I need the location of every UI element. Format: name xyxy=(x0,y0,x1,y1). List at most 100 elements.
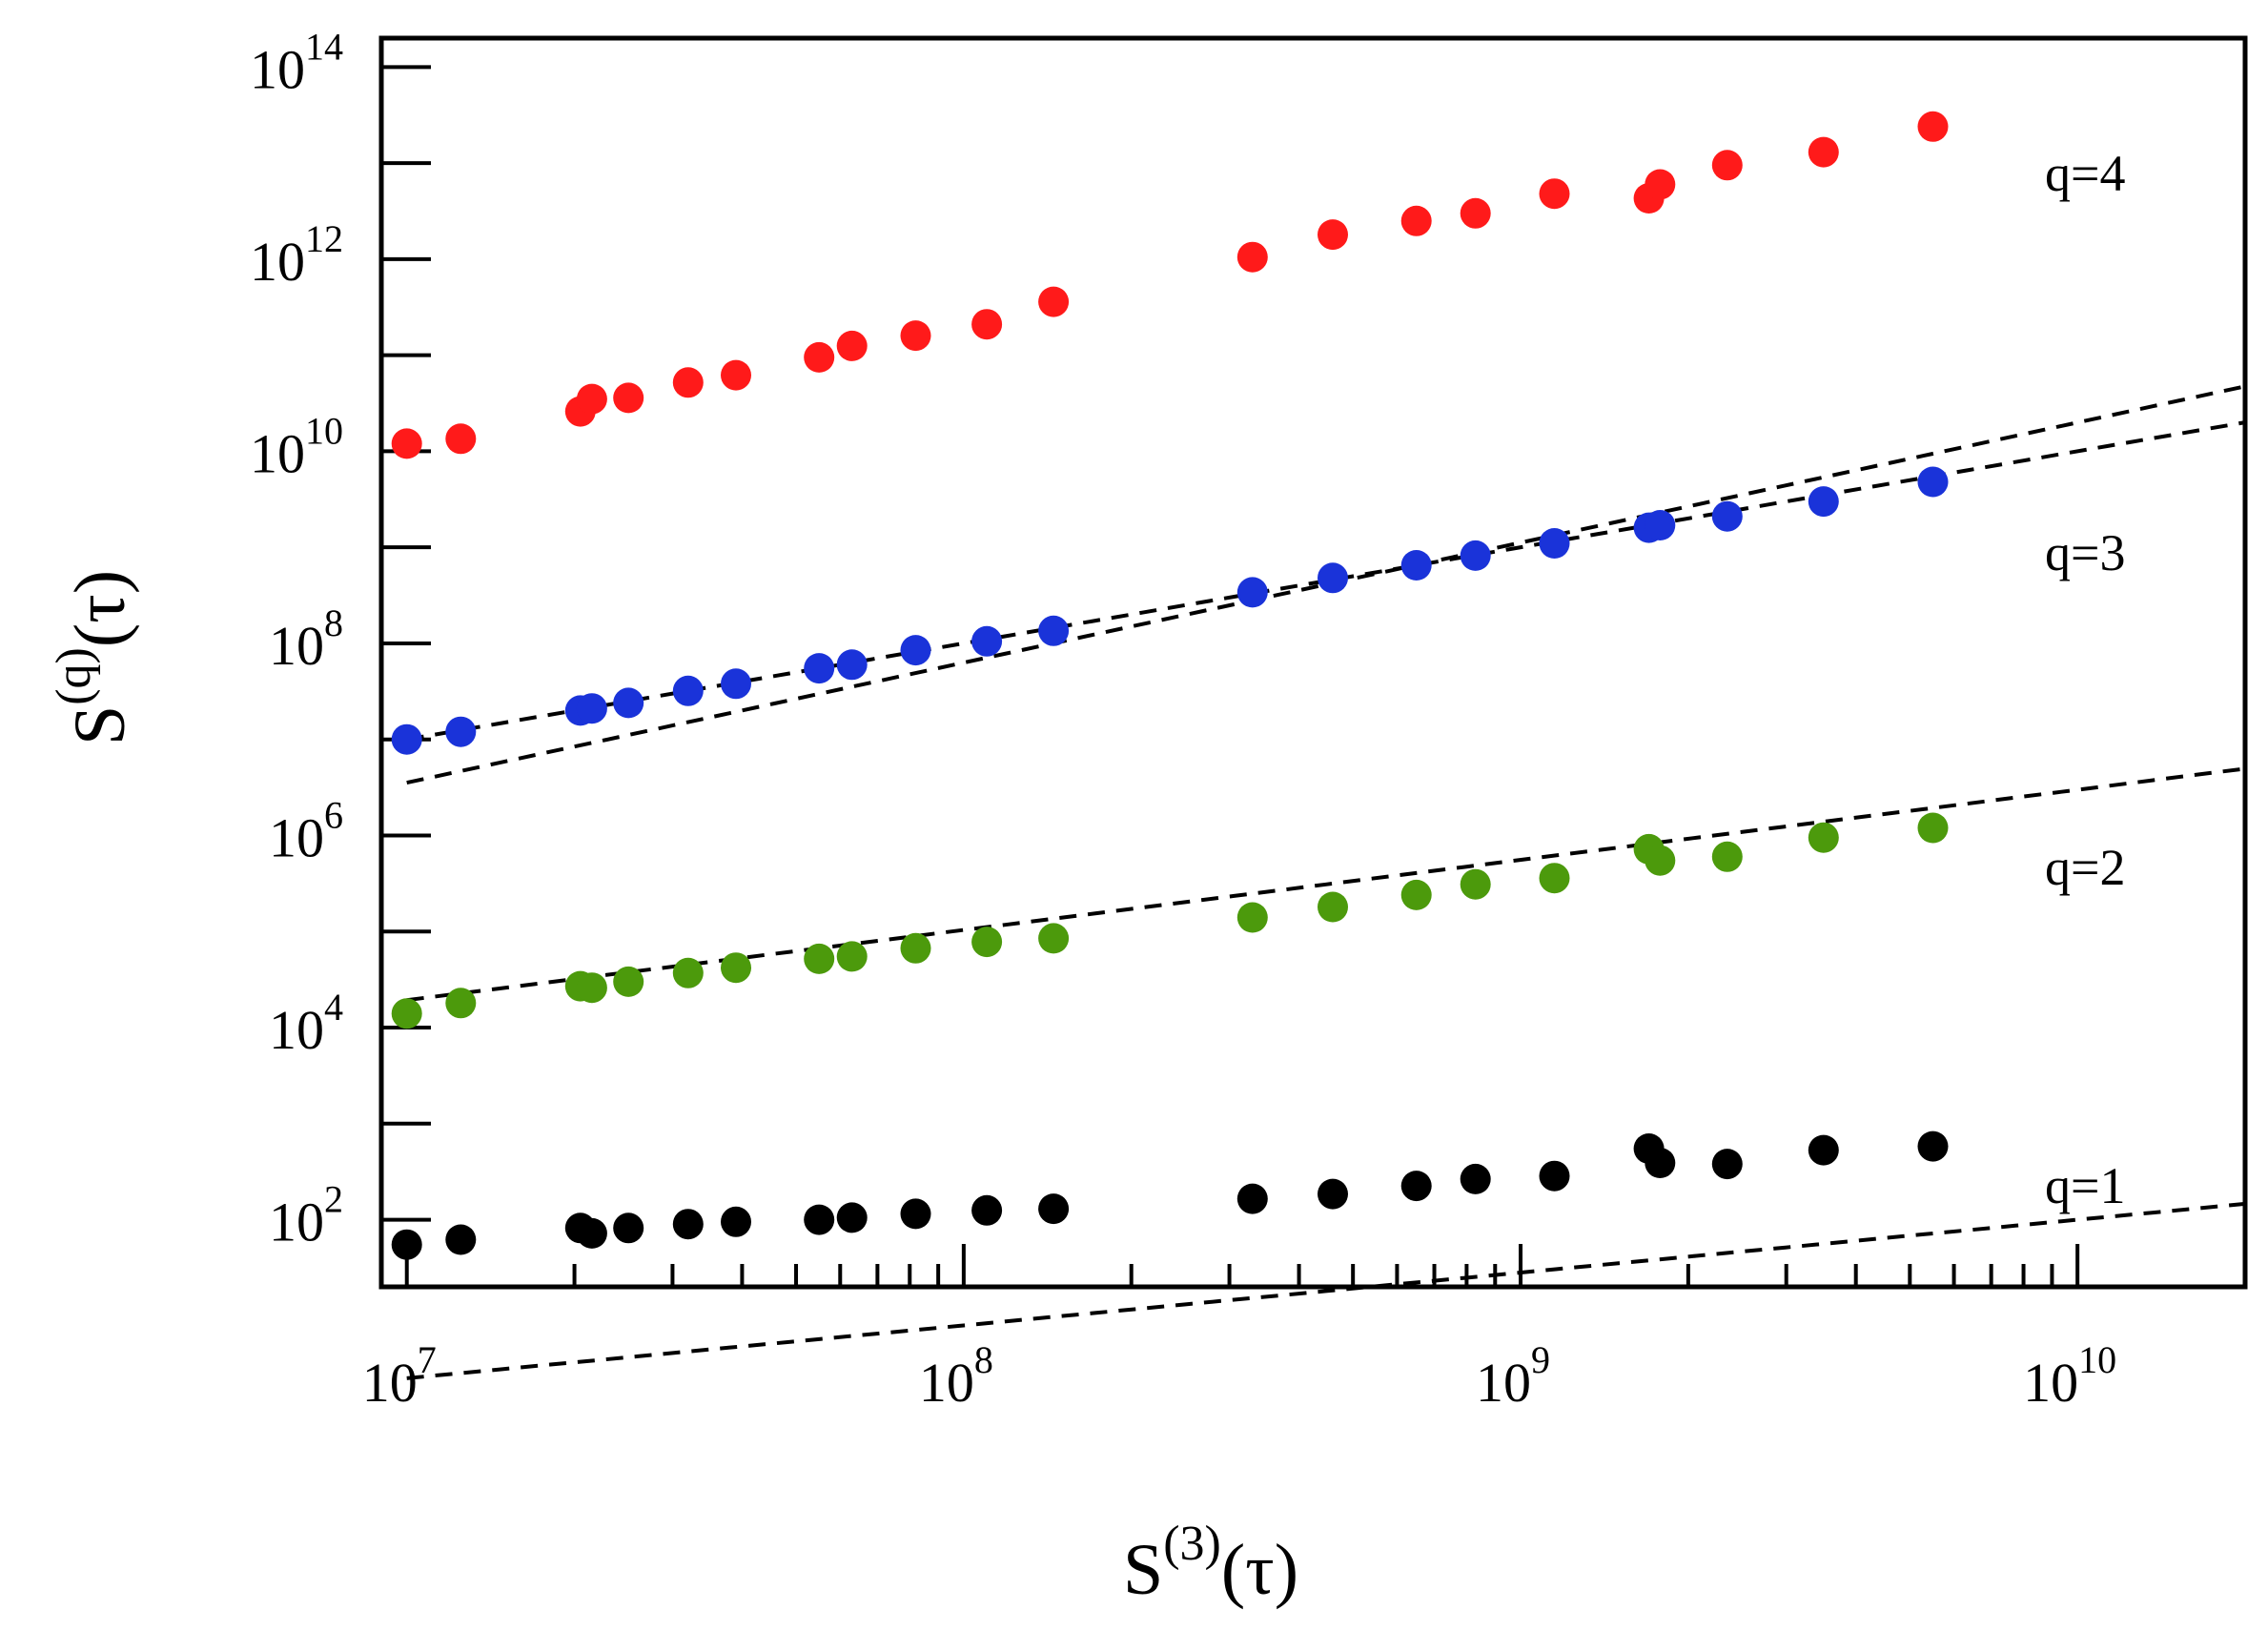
data-point-q1 xyxy=(1400,1171,1432,1202)
data-point-q2 xyxy=(391,998,422,1029)
data-point-q3 xyxy=(576,693,607,724)
data-point-q4 xyxy=(1645,169,1676,200)
data-point-q2 xyxy=(613,966,644,997)
data-point-q2 xyxy=(1539,863,1570,894)
data-point-q3 xyxy=(721,668,751,700)
y-tick-exponent: 2 xyxy=(324,1178,343,1221)
data-point-q4 xyxy=(1318,219,1348,251)
data-point-q1 xyxy=(900,1198,931,1230)
data-point-q1 xyxy=(1645,1148,1676,1178)
data-point-q1 xyxy=(1318,1178,1348,1210)
data-point-q2 xyxy=(1460,868,1491,900)
tick-marks xyxy=(379,65,2247,1287)
x-tick-exponent: 10 xyxy=(2078,1338,2116,1381)
data-point-q3 xyxy=(391,723,422,755)
y-tick-exponent: 12 xyxy=(305,217,343,260)
data-point-q2 xyxy=(1236,902,1268,933)
x-tick-label: 109 xyxy=(1476,1338,1550,1414)
data-point-q2 xyxy=(804,943,835,974)
y-tick-mantissa: 10 xyxy=(269,615,324,677)
data-point-q4 xyxy=(1917,111,1949,142)
plot-frame xyxy=(378,35,2248,1290)
y-tick-exponent: 4 xyxy=(324,986,343,1029)
data-point-q2 xyxy=(1917,812,1949,844)
fit-line-q2 xyxy=(406,766,2246,1003)
data-point-q2 xyxy=(445,988,477,1019)
series-label-q2: q=2 xyxy=(2045,839,2125,896)
data-point-q1 xyxy=(391,1229,422,1260)
y-tick-exponent: 10 xyxy=(305,409,343,452)
data-point-q3 xyxy=(1038,615,1070,646)
data-point-q4 xyxy=(1236,241,1268,273)
series-label-q3: q=3 xyxy=(2045,524,2125,581)
data-point-q4 xyxy=(1539,178,1570,210)
data-point-q2 xyxy=(1038,923,1070,954)
data-point-q4 xyxy=(613,382,644,414)
y-tick-label: 104 xyxy=(269,986,343,1061)
data-point-q4 xyxy=(1460,197,1491,229)
y-tick-label: 1010 xyxy=(250,409,343,484)
data-point-q1 xyxy=(1917,1131,1949,1162)
data-point-q3 xyxy=(613,687,644,719)
y-tick-mantissa: 10 xyxy=(250,231,305,293)
x-axis-label-arg: (τ) xyxy=(1221,1530,1298,1610)
data-point-q4 xyxy=(576,383,607,415)
y-tick-exponent: 14 xyxy=(305,25,343,68)
x-tick-mantissa: 10 xyxy=(919,1352,974,1414)
y-tick-mantissa: 10 xyxy=(250,38,305,100)
data-point-q4 xyxy=(445,423,477,455)
data-point-q4 xyxy=(836,330,868,361)
data-point-q2 xyxy=(900,932,931,964)
data-point-q1 xyxy=(836,1202,868,1233)
data-point-q3 xyxy=(1318,562,1348,594)
data-point-q2 xyxy=(836,941,868,972)
y-axis-label: S(q)(τ) xyxy=(47,570,140,745)
x-tick-label: 108 xyxy=(919,1338,993,1414)
y-tick-mantissa: 10 xyxy=(269,806,324,868)
data-point-q4 xyxy=(1808,136,1839,168)
x-tick-mantissa: 10 xyxy=(2023,1352,2078,1414)
data-point-q3 xyxy=(1645,510,1676,540)
y-tick-exponent: 6 xyxy=(324,793,343,836)
y-tick-mantissa: 10 xyxy=(269,1192,324,1253)
data-point-q4 xyxy=(1400,205,1432,236)
x-tick-exponent: 8 xyxy=(974,1338,993,1381)
data-point-q2 xyxy=(971,927,1003,958)
y-tick-exponent: 8 xyxy=(324,601,343,644)
data-point-q4 xyxy=(1711,150,1743,181)
series-label-q4: q=4 xyxy=(2045,145,2125,202)
x-tick-label: 1010 xyxy=(2023,1338,2116,1414)
y-axis-label-arg: (τ) xyxy=(60,570,140,647)
data-point-q3 xyxy=(971,625,1003,657)
data-point-q3 xyxy=(445,716,477,747)
data-point-q1 xyxy=(1236,1183,1268,1214)
y-tick-label: 1014 xyxy=(250,25,343,100)
x-axis-label-base: S xyxy=(1123,1530,1163,1610)
data-point-q1 xyxy=(721,1206,751,1237)
data-point-q4 xyxy=(900,320,931,352)
fit-line-q1 xyxy=(406,1201,2246,1380)
data-point-q3 xyxy=(1711,500,1743,532)
data-point-q1 xyxy=(1711,1149,1743,1180)
y-tick-mantissa: 10 xyxy=(250,422,305,484)
data-point-q1 xyxy=(1038,1193,1070,1225)
data-points xyxy=(391,111,1949,1260)
data-point-q2 xyxy=(1318,891,1348,923)
y-tick-label: 108 xyxy=(269,601,343,677)
data-point-q3 xyxy=(1460,540,1491,571)
data-point-q1 xyxy=(971,1194,1003,1226)
x-axis-label-sup: (3) xyxy=(1163,1517,1221,1571)
data-point-q3 xyxy=(1917,466,1949,498)
data-point-q2 xyxy=(1711,841,1743,872)
y-tick-label: 102 xyxy=(269,1178,343,1253)
x-tick-mantissa: 10 xyxy=(1476,1352,1531,1414)
data-point-q2 xyxy=(721,952,751,984)
data-point-q4 xyxy=(971,309,1003,340)
data-point-q3 xyxy=(1400,550,1432,581)
y-tick-mantissa: 10 xyxy=(269,999,324,1061)
x-tick-exponent: 7 xyxy=(418,1338,437,1381)
data-point-q2 xyxy=(1808,822,1839,853)
series-label-q1: q=1 xyxy=(2045,1157,2125,1214)
